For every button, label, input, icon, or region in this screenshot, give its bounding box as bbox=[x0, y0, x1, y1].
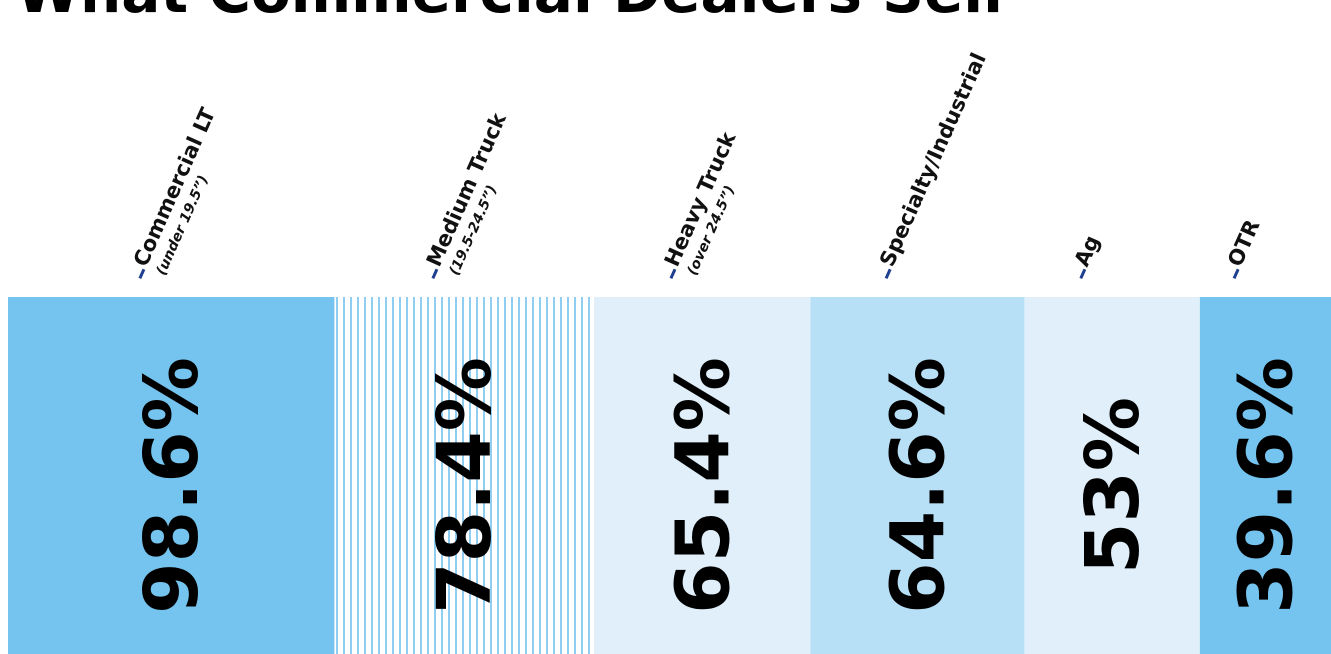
value-label: 78.4% bbox=[422, 357, 508, 614]
category-label: Specialty/Industrial bbox=[875, 49, 991, 279]
bar bbox=[334, 297, 595, 654]
bar bbox=[810, 297, 1025, 654]
value-label: 64.6% bbox=[875, 357, 961, 614]
label-dash bbox=[1232, 268, 1240, 279]
value-label: 98.6% bbox=[129, 357, 215, 614]
bar bbox=[594, 297, 811, 654]
value-label: 39.6% bbox=[1223, 357, 1309, 614]
label-dash bbox=[1079, 268, 1087, 279]
category-name: OTR bbox=[1223, 216, 1265, 270]
category-label: Heavy Truck(over 24.5”) bbox=[660, 127, 741, 279]
value-label: 65.4% bbox=[660, 357, 746, 614]
category-name: Ag bbox=[1070, 232, 1105, 270]
category-name: Specialty/Industrial bbox=[875, 49, 991, 270]
category-label: Commercial LT(under 19.5”) bbox=[129, 104, 220, 279]
label-dash bbox=[138, 268, 146, 279]
label-dash bbox=[669, 268, 677, 279]
bar bbox=[8, 297, 335, 654]
category-label: Medium Truck(19.5-24.5”) bbox=[422, 108, 511, 279]
label-dash bbox=[884, 268, 892, 279]
category-label: Ag bbox=[1070, 232, 1105, 279]
label-dash bbox=[431, 268, 439, 279]
bar bbox=[1199, 297, 1331, 654]
value-label: 53% bbox=[1070, 397, 1156, 574]
category-label: OTR bbox=[1223, 216, 1265, 279]
chart-title: What Commercial Dealers Sell bbox=[16, 0, 1003, 26]
bar bbox=[1024, 297, 1200, 654]
